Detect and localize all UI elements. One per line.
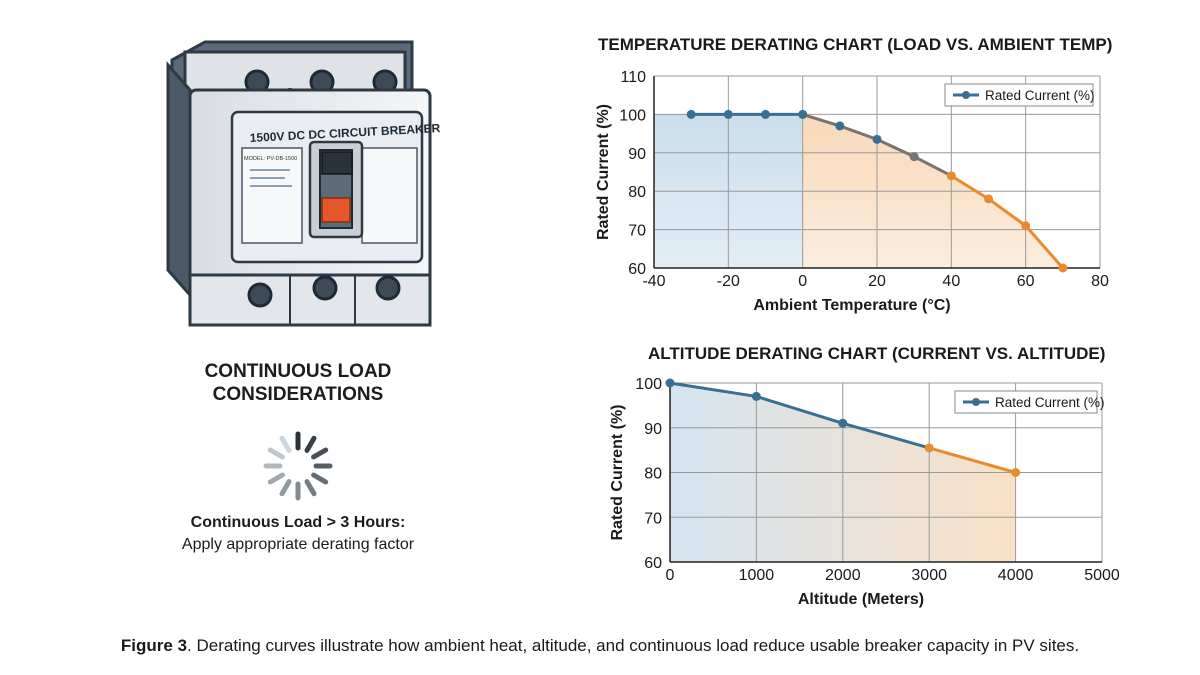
circuit-breaker-illustration: 1500V DC DC CIRCUIT BREAKER MODEL: PV-DB… bbox=[166, 40, 441, 327]
data-point bbox=[1011, 468, 1021, 477]
temperature-derating-chart: -40 -20 0 20 40 60 80 60 70 80 90 100 110 Ambient Tem… bbox=[595, 69, 1109, 314]
y-axis-label: Rated Current (%) bbox=[595, 104, 612, 240]
loading-spinner-icon bbox=[263, 431, 333, 501]
y-axis-label: Rated Current (%) bbox=[609, 404, 626, 540]
series-line-segment bbox=[755, 394, 844, 425]
legend-label: Rated Current (%) bbox=[995, 395, 1105, 410]
series-line-segment bbox=[1024, 224, 1064, 269]
data-point bbox=[723, 109, 733, 119]
y-tick-label: 70 bbox=[628, 223, 646, 240]
y-tick-label: 80 bbox=[644, 466, 662, 483]
series-line-segment bbox=[842, 421, 930, 450]
series-line-segment bbox=[987, 197, 1027, 227]
data-point bbox=[686, 109, 696, 119]
legend-box bbox=[944, 83, 1094, 107]
data-point bbox=[761, 109, 770, 119]
altitude-derating-chart: 0 1000 2000 3000 4000 5000 60 70 80 90 100 Altitude… bbox=[609, 376, 1120, 608]
data-point bbox=[1021, 221, 1031, 231]
x-tick-label: 80 bbox=[1091, 273, 1109, 290]
series-line-segment bbox=[913, 155, 953, 178]
caption-label: Figure 3 bbox=[120, 636, 188, 655]
x-tick-label: 2000 bbox=[825, 567, 861, 584]
data-point bbox=[751, 391, 761, 401]
data-point bbox=[838, 418, 848, 428]
data-point bbox=[798, 109, 808, 119]
spinner-segment bbox=[279, 479, 292, 497]
data-point bbox=[835, 121, 845, 131]
data-point bbox=[665, 378, 675, 388]
x-tick-label: -40 bbox=[642, 273, 665, 290]
x-tick-label: 20 bbox=[868, 273, 886, 290]
spinner-segment bbox=[267, 472, 285, 485]
spinner-segment bbox=[304, 435, 317, 453]
spinner-segment bbox=[304, 479, 317, 497]
spinner-segment bbox=[311, 472, 329, 485]
x-tick-label: 0 bbox=[798, 273, 807, 290]
altitude-chart-title: ALTITUDE DERATING CHART (CURRENT VS. ALT… bbox=[648, 344, 1106, 363]
x-tick-label: 5000 bbox=[1084, 567, 1120, 584]
data-point bbox=[946, 171, 956, 181]
legend-marker bbox=[972, 398, 980, 406]
y-tick-label: 90 bbox=[644, 421, 662, 438]
continuous-load-title-line1: CONTINUOUS LOAD bbox=[204, 361, 392, 382]
legend-marker bbox=[962, 91, 970, 99]
temperature-chart-title: TEMPERATURE DERATING CHART (LOAD VS. AMB… bbox=[598, 35, 1113, 54]
x-tick-label: 0 bbox=[666, 567, 675, 584]
x-tick-label: -20 bbox=[717, 273, 740, 290]
x-tick-label: 40 bbox=[942, 273, 960, 290]
breaker-model: MODEL: PV-DB-1500 bbox=[244, 156, 297, 162]
x-axis-label: Ambient Temperature (°C) bbox=[753, 297, 950, 314]
spinner-segment bbox=[279, 435, 292, 453]
continuous-load-title: CONTINUOUS LOAD CONSIDERATIONS bbox=[178, 360, 418, 406]
series-line-segment bbox=[839, 124, 878, 141]
legend-label: Rated Current (%) bbox=[985, 88, 1095, 103]
continuous-load-advice: Apply appropriate derating factor bbox=[181, 536, 415, 553]
y-tick-label: 100 bbox=[619, 107, 646, 124]
x-tick-label: 60 bbox=[1017, 273, 1035, 290]
continuous-load-rule: Continuous Load > 3 Hours: bbox=[190, 514, 406, 531]
y-tick-label: 60 bbox=[628, 261, 646, 278]
y-tick-label: 100 bbox=[635, 376, 662, 393]
legend: Rated Current (%) bbox=[954, 390, 1105, 414]
y-tick-label: 60 bbox=[644, 555, 662, 572]
data-point bbox=[924, 443, 934, 453]
legend: Rated Current (%) bbox=[944, 83, 1095, 107]
data-point bbox=[872, 134, 882, 144]
legend-box bbox=[954, 390, 1098, 414]
series-line-segment bbox=[876, 137, 915, 159]
x-tick-label: 4000 bbox=[998, 567, 1034, 584]
data-point bbox=[1058, 263, 1068, 273]
continuous-load-title-line2: CONSIDERATIONS bbox=[212, 384, 384, 405]
y-tick-label: 80 bbox=[628, 184, 646, 201]
x-tick-label: 1000 bbox=[739, 567, 775, 584]
x-tick-label: 3000 bbox=[911, 567, 947, 584]
series-line-segment bbox=[802, 112, 841, 128]
spinner-segment bbox=[267, 447, 285, 460]
y-tick-label: 110 bbox=[620, 69, 646, 86]
x-axis-label: Altitude (Meters) bbox=[798, 591, 924, 608]
data-point bbox=[909, 152, 919, 162]
y-tick-label: 70 bbox=[644, 510, 662, 527]
series-line-segment bbox=[950, 174, 990, 201]
data-point bbox=[984, 194, 993, 204]
series-line-segment bbox=[928, 446, 1017, 474]
caption-text: . Derating curves illustrate how ambient… bbox=[187, 636, 1080, 655]
y-tick-label: 90 bbox=[628, 146, 646, 163]
series-line-segment bbox=[669, 381, 757, 398]
figure-caption: Figure 3. Derating curves illustrate how… bbox=[0, 636, 1200, 656]
spinner-segment bbox=[311, 447, 329, 460]
